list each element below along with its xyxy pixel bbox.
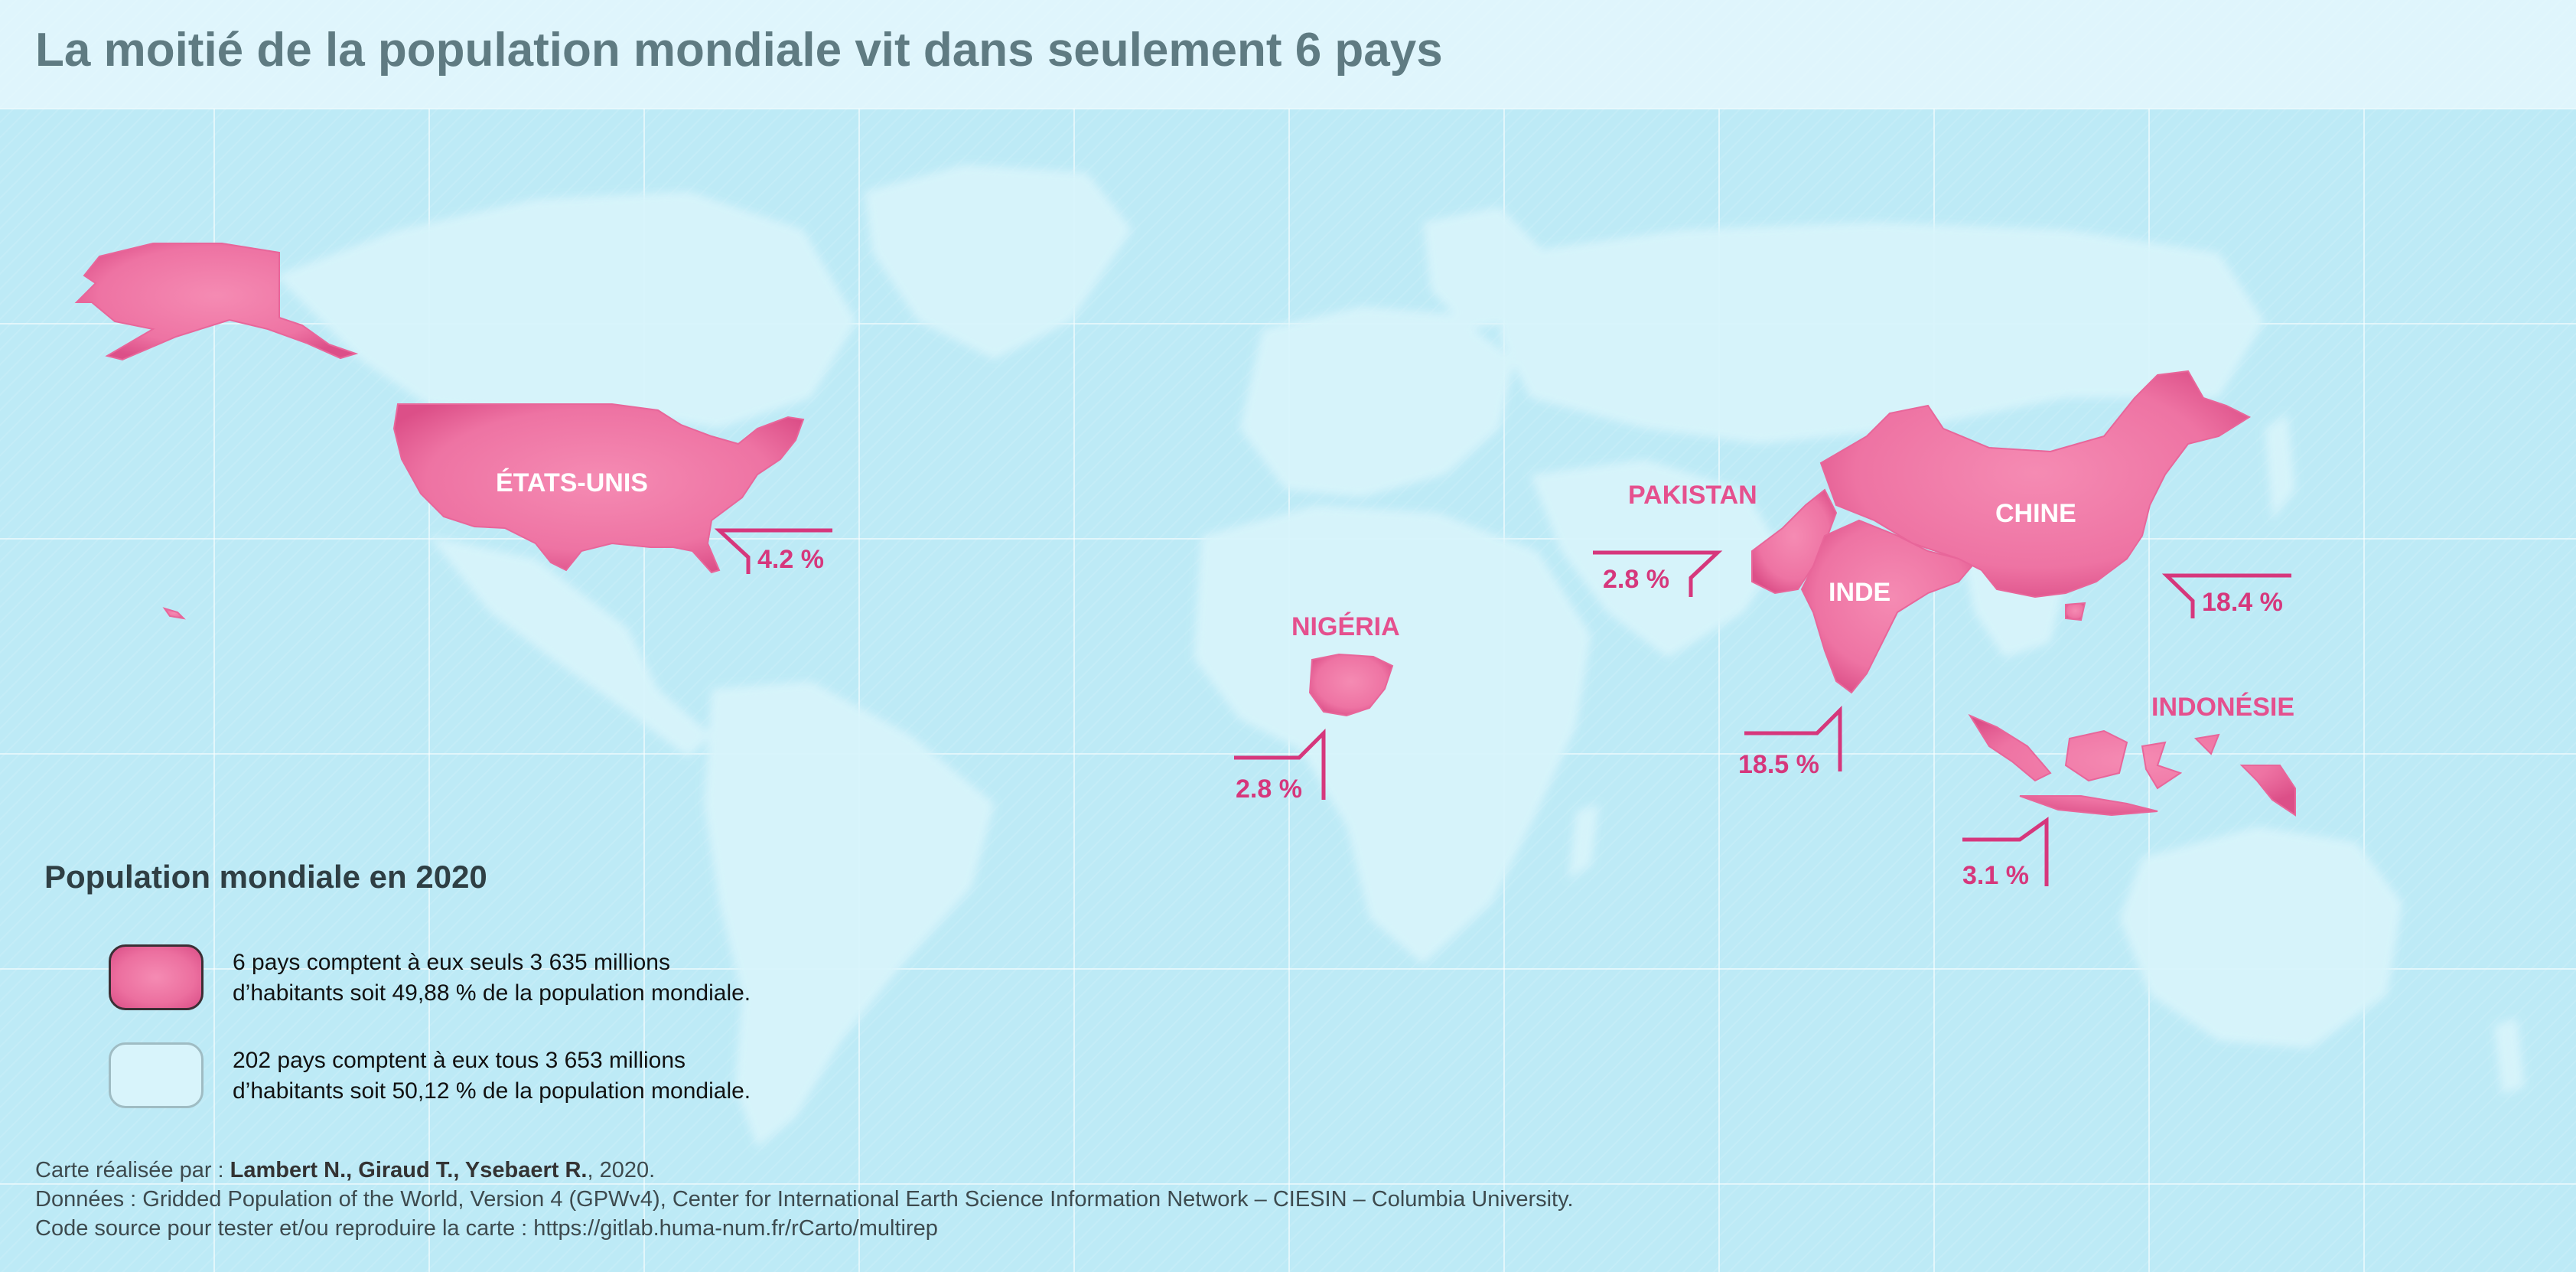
share-china: 18.4 %: [2202, 588, 2283, 617]
legend-swatch-others: [109, 1042, 204, 1108]
legend-text-top6: 6 pays comptent à eux seuls 3 635 millio…: [233, 947, 921, 1009]
credits-author-prefix: Carte réalisée par :: [35, 1158, 230, 1182]
title-bar: [0, 0, 2576, 109]
leader-usa: [714, 528, 832, 574]
legend-line: d’habitants soit 49,88 % de la populatio…: [233, 980, 751, 1006]
legend-swatch-top6: [109, 944, 204, 1010]
share-nigeria: 2.8 %: [1236, 775, 1302, 804]
share-usa: 4.2 %: [757, 545, 824, 574]
percent-leaders: [714, 528, 2291, 886]
share-india: 18.5 %: [1738, 750, 1819, 779]
legend-item-top6: 6 pays comptent à eux seuls 3 635 millio…: [109, 944, 950, 1013]
leader-pakistan: [1593, 550, 1723, 597]
label-china: CHINE: [1995, 499, 2076, 528]
legend-line: 202 pays comptent à eux tous 3 653 milli…: [233, 1048, 686, 1073]
label-india: INDE: [1829, 578, 1890, 607]
legend-text-others: 202 pays comptent à eux tous 3 653 milli…: [233, 1045, 921, 1107]
country-labels: ÉTATS-UNIS PAKISTAN CHINE INDE NIGÉRIA I…: [496, 468, 2294, 722]
nigeria-shape: [1308, 653, 1394, 717]
india-shape: [1800, 519, 1984, 694]
percent-values: 4.2 % 2.8 % 18.4 % 18.5 % 2.8 % 3.1 %: [757, 545, 2283, 890]
legend-line: d’habitants soit 50,12 % de la populatio…: [233, 1078, 751, 1104]
label-nigeria: NIGÉRIA: [1291, 612, 1400, 641]
legend-item-others: 202 pays comptent à eux tous 3 653 milli…: [109, 1042, 950, 1111]
credits-author: Carte réalisée par : Lambert N., Giraud …: [35, 1156, 1574, 1185]
credits-source: Code source pour tester et/ou reproduire…: [35, 1216, 938, 1241]
leader-india: [1744, 705, 1842, 771]
map-title: La moitié de la population mondiale vit …: [35, 24, 1443, 77]
alaska-shape: [74, 243, 359, 361]
label-indonesia: INDONÉSIE: [2151, 693, 2294, 722]
indonesia-shape: [1968, 713, 2296, 817]
legend-title: Population mondiale en 2020: [44, 859, 487, 895]
share-pakistan: 2.8 %: [1603, 565, 1669, 594]
credits-author-suffix: , 2020.: [587, 1158, 656, 1182]
leader-china: [2161, 573, 2291, 618]
credits-data: Données : Gridded Population of the Worl…: [35, 1187, 1574, 1212]
share-indonesia: 3.1 %: [1962, 861, 2029, 890]
credits-authors: Lambert N., Giraud T., Ysebaert R.: [230, 1158, 588, 1182]
china-shape: [1819, 370, 2252, 598]
usa-shape: [392, 403, 805, 574]
legend-line: 6 pays comptent à eux seuls 3 635 millio…: [233, 950, 670, 975]
top6-countries: [74, 243, 2296, 817]
leader-indonesia: [1962, 817, 2049, 886]
label-pakistan: PAKISTAN: [1628, 481, 1757, 510]
hawaii-shape: [162, 607, 186, 620]
label-usa: ÉTATS-UNIS: [496, 468, 648, 497]
leader-nigeria: [1234, 728, 1326, 800]
credits: Carte réalisée par : Lambert N., Giraud …: [35, 1156, 1574, 1243]
hainan-shape: [2065, 602, 2086, 621]
